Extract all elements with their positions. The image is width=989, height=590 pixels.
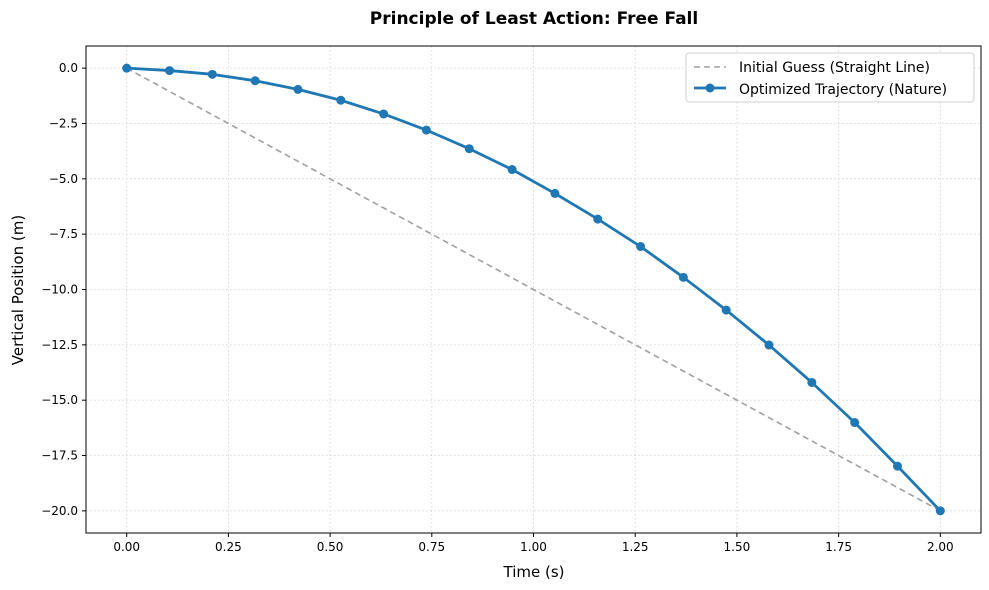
- y-tick-label: −15.0: [41, 393, 78, 407]
- chart-title: Principle of Least Action: Free Fall: [370, 9, 698, 29]
- x-tick-label: 1.50: [724, 540, 751, 554]
- data-point: [892, 461, 902, 471]
- data-point: [593, 214, 603, 224]
- x-tick-label: 1.75: [825, 540, 852, 554]
- data-point: [850, 418, 860, 428]
- y-tick-label: 0.0: [59, 61, 78, 75]
- x-axis-label: Time (s): [503, 563, 565, 581]
- grid: [86, 46, 981, 533]
- legend-label-optimized: Optimized Trajectory (Nature): [739, 82, 947, 98]
- y-tick-label: −10.0: [41, 283, 78, 297]
- x-tick-label: 0.00: [113, 540, 140, 554]
- data-point: [293, 84, 303, 94]
- x-tick-label: 1.25: [622, 540, 649, 554]
- data-point: [507, 165, 517, 175]
- data-point: [336, 95, 346, 105]
- y-axis: 0.0 −2.5 −5.0 −7.5 −10.0 −12.5 −15.0 −17.5 −20.0: [41, 61, 86, 518]
- series-layer: [122, 63, 945, 516]
- y-tick-label: −7.5: [49, 227, 78, 241]
- data-point: [636, 242, 646, 252]
- data-point: [165, 66, 175, 76]
- data-point: [935, 506, 945, 516]
- x-tick-label: 0.50: [317, 540, 344, 554]
- data-point: [678, 272, 688, 282]
- x-tick-label: 0.25: [215, 540, 242, 554]
- y-axis-label: Vertical Position (m): [9, 215, 27, 365]
- data-point: [807, 377, 817, 387]
- data-point: [250, 76, 260, 86]
- y-tick-label: −17.5: [41, 449, 78, 463]
- x-tick-label: 2.00: [927, 540, 954, 554]
- data-point: [122, 63, 132, 73]
- y-tick-label: −2.5: [49, 116, 78, 130]
- data-point: [207, 69, 217, 79]
- x-tick-label: 0.75: [418, 540, 445, 554]
- legend-label-initial-guess: Initial Guess (Straight Line): [739, 60, 930, 76]
- x-axis: 0.00 0.25 0.50 0.75 1.00 1.25 1.50 1.75 2.00: [113, 533, 954, 554]
- data-point: [550, 188, 560, 198]
- data-point: [721, 305, 731, 315]
- series-line-optimized: [126, 66, 942, 512]
- data-point: [764, 340, 774, 350]
- data-point: [379, 109, 389, 119]
- data-point: [421, 125, 431, 135]
- y-tick-label: −20.0: [41, 504, 78, 518]
- legend-box: [685, 52, 975, 103]
- data-point: [464, 144, 474, 154]
- legend: Initial Guess (Straight Line) Optimized …: [685, 52, 975, 103]
- series-line-initial-guess: [126, 67, 941, 512]
- y-tick-label: −5.0: [49, 172, 78, 186]
- legend-marker-optimized: [705, 83, 715, 93]
- x-tick-label: 1.00: [520, 540, 547, 554]
- y-tick-label: −12.5: [41, 338, 78, 352]
